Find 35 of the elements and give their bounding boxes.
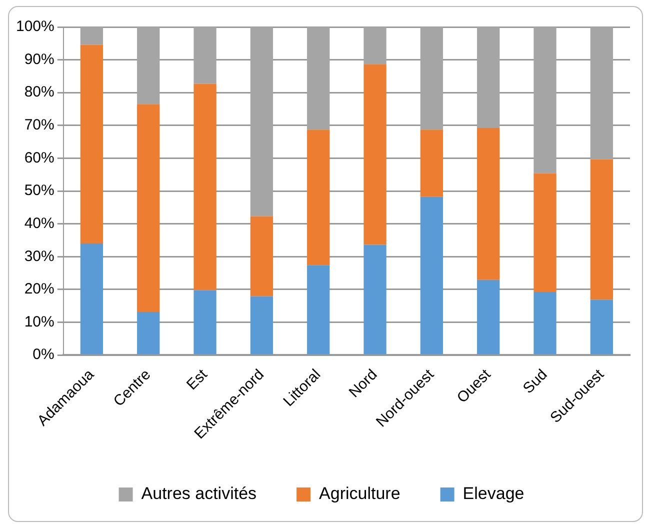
bar [534,173,556,292]
bar [420,130,444,197]
x-tick-label: Sud [520,366,551,398]
y-tick-label: 70% [24,116,54,134]
y-tick-label: 10% [24,313,54,330]
bar [80,44,104,244]
bar [137,312,160,354]
bar [137,104,160,312]
y-tick-label: 0% [32,346,54,364]
bar [364,64,386,245]
bar [307,265,330,354]
y-tick-label: 50% [24,182,54,200]
y-tick-label: 30% [24,248,54,265]
bar [477,280,500,354]
bar [194,290,216,354]
y-tick-label: 20% [24,280,54,298]
bar [590,300,613,354]
y-tick-label: 90% [24,50,54,68]
bar [420,196,444,354]
bar [250,216,274,296]
bar [80,243,104,354]
bar [364,244,386,354]
y-tick-label: 100% [16,18,54,36]
legend-label: Agriculture [319,484,400,504]
legend-label: Autres activités [141,484,257,504]
bar [477,128,500,280]
bar [250,296,274,354]
bar [194,84,216,290]
bar [590,159,613,300]
y-tick-label: 60% [24,149,54,166]
y-tick-label: 80% [24,84,54,101]
bar [534,292,556,354]
bar [307,130,330,266]
legend-label: Elevage [462,484,524,504]
y-tick-label: 40% [24,214,54,232]
